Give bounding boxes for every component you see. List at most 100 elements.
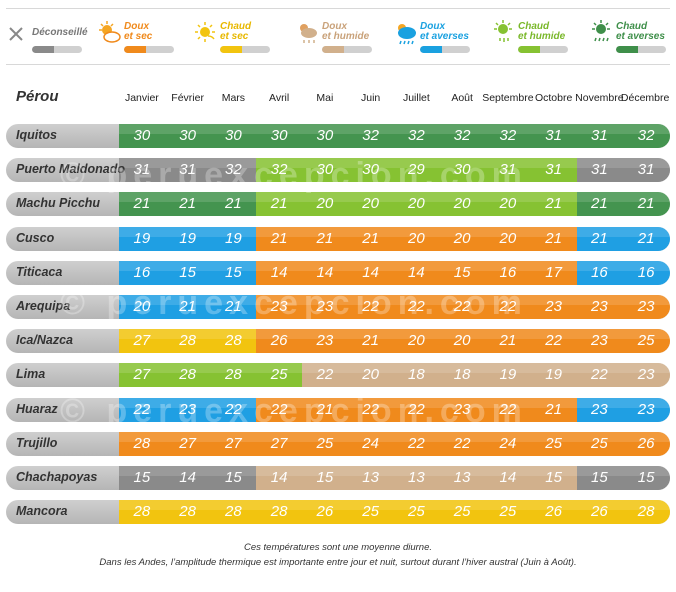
temperature-cell: 13: [439, 466, 486, 490]
footnote-line-2: Dans les Andes, l’amplitude thermique es…: [99, 557, 577, 568]
temperature-value: 15: [637, 469, 655, 486]
cell-highlight: [530, 466, 577, 476]
temperature-value: 26: [270, 332, 288, 350]
temperature-value: 32: [270, 161, 288, 179]
temperature-value: 22: [408, 434, 425, 452]
temperature-value: 21: [545, 400, 562, 418]
temperature-value: 15: [225, 263, 242, 281]
temperature-cell: 23: [622, 295, 670, 319]
temperature-cell: 25: [530, 431, 578, 456]
temperature-cell: 21: [256, 226, 303, 251]
location-name: Arequipa: [16, 299, 71, 313]
legend-swatch: [124, 46, 174, 53]
temperature-value: 16: [637, 263, 655, 281]
month-header: Janvier: [124, 92, 159, 104]
cell-highlight: [210, 329, 257, 340]
legend-swatch: [518, 46, 568, 53]
legend-label: Doux et averses: [420, 22, 490, 42]
month-header: Mai: [316, 92, 334, 104]
cell-highlight: [347, 226, 394, 237]
temperature-cell: 14: [302, 260, 349, 285]
cell-highlight: [439, 431, 485, 442]
legend-label-line-1: Doux: [124, 21, 149, 32]
temperature-value: 19: [225, 229, 242, 247]
temperature-value: 19: [133, 229, 151, 247]
legend-label-line-1: Doux: [420, 21, 445, 32]
temperature-value: 28: [179, 332, 196, 350]
cell-highlight: [210, 158, 257, 169]
temperature-cell: 15: [210, 260, 258, 285]
temperature-value: 20: [362, 366, 379, 384]
temperature-cell: 31: [576, 124, 624, 148]
legend-label-line-2: et humide: [518, 31, 566, 42]
temperature-cell: 15: [164, 260, 212, 285]
cell-highlight: [302, 466, 348, 476]
temperature-value: 21: [545, 195, 562, 213]
cell-highlight: [210, 124, 257, 134]
temperature-cell: 22: [302, 363, 349, 388]
temperature-cell: 15: [119, 466, 166, 490]
temperature-cell: 30: [302, 158, 349, 183]
temperature-value: 13: [453, 469, 471, 486]
temperature-cell: 21: [576, 226, 624, 251]
legend-bottom-rule: [6, 64, 670, 65]
temperature-cell: 20: [347, 363, 395, 388]
temperature-cell: 20: [393, 192, 441, 217]
cell-highlight: [439, 226, 485, 237]
cell-highlight: [485, 431, 531, 442]
cell-highlight: [622, 192, 670, 203]
temperature-value: 15: [179, 263, 196, 281]
temperature-value: 16: [133, 263, 151, 281]
temperature-cell: 26: [302, 500, 349, 525]
cell-highlight: [485, 466, 531, 476]
temperature-value: 25: [637, 332, 655, 350]
temperature-value: 21: [270, 229, 288, 247]
temperature-value: 19: [499, 366, 517, 384]
cell-highlight: [210, 260, 257, 271]
temperature-value: 31: [545, 127, 562, 144]
temperature-cell: 22: [393, 397, 441, 422]
temperature-cell: 30: [119, 124, 166, 148]
temperature-value: 28: [270, 503, 288, 521]
temperature-cell: 23: [576, 397, 624, 422]
location-name: Mancora: [16, 504, 68, 519]
temperature-value: 22: [225, 400, 242, 418]
location-name: Machu Picchu: [16, 196, 101, 211]
temperature-value: 28: [637, 503, 655, 521]
cell-highlight: [622, 466, 670, 476]
cell-highlight: [485, 295, 531, 305]
temperature-cell: 32: [485, 124, 532, 148]
cell-highlight: [256, 466, 302, 476]
temperature-cell: 23: [530, 295, 578, 319]
temperature-value: 23: [316, 332, 334, 350]
legend-swatch-fill: [220, 46, 242, 53]
temperature-cell: 24: [347, 431, 395, 456]
temperature-cell: 24: [485, 431, 532, 456]
legend-top-rule: [6, 8, 670, 9]
temperature-cell: 30: [347, 158, 395, 183]
location-name: Chachapoyas: [16, 470, 98, 484]
temperature-value: 30: [453, 161, 471, 179]
legend-swatch: [616, 46, 666, 53]
temperature-cell: 25: [256, 363, 303, 388]
cell-highlight: [439, 363, 485, 374]
table-row: 22 23 22 22 21 22 22 23 22 21 23 23 Huaraz: [6, 397, 670, 422]
temperature-cell: 15: [302, 466, 349, 490]
temperature-cell: 15: [576, 466, 624, 490]
location-name: Puerto Maldonado: [16, 162, 126, 177]
cell-highlight: [256, 329, 302, 340]
month-header: Août: [451, 92, 473, 104]
temperature-cell: 20: [347, 192, 395, 217]
temperature-value: 20: [453, 229, 471, 247]
temperature-value: 21: [637, 195, 655, 213]
legend-swatch-fill: [124, 46, 146, 53]
temperature-value: 23: [545, 298, 562, 315]
cell-highlight: [119, 192, 165, 203]
cell-highlight: [256, 124, 302, 134]
temperature-cell: 30: [210, 124, 258, 148]
cell-highlight: [622, 431, 670, 442]
temperature-cell: 20: [439, 226, 486, 251]
cell-highlight: [256, 226, 302, 237]
month-header: Septembre: [482, 92, 534, 104]
cell-highlight: [530, 226, 577, 237]
